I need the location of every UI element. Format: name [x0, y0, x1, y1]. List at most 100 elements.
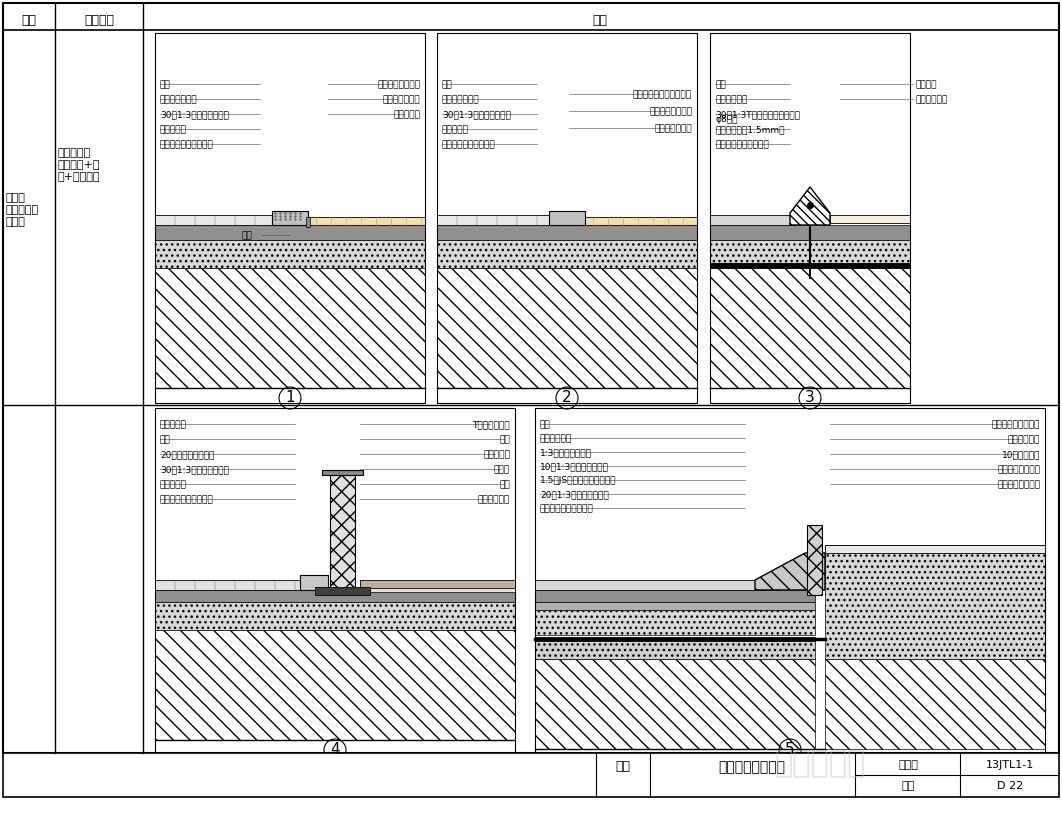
Text: 30厚1:3T硬性水泥砂浆结合层: 30厚1:3T硬性水泥砂浆结合层: [715, 110, 800, 119]
Text: 20厚1:3水泥砂浆找平层: 20厚1:3水泥砂浆找平层: [539, 490, 609, 499]
Bar: [436, 215, 549, 225]
Text: 界面剂一道: 界面剂一道: [442, 125, 469, 134]
Bar: [360, 588, 515, 592]
Text: 水泥砂浆结合层: 水泥砂浆结合层: [160, 95, 198, 104]
Bar: [308, 217, 425, 225]
Text: 软件新营家: 软件新营家: [774, 749, 866, 779]
Text: 石材（六面防护）: 石材（六面防护）: [997, 480, 1040, 489]
Text: 原建筑钢筋混凝土楼板: 原建筑钢筋混凝土楼板: [160, 140, 213, 149]
Text: 30厚1:3水泥砂浆找平层: 30厚1:3水泥砂浆找平层: [160, 110, 229, 119]
Bar: [549, 211, 585, 225]
Text: 石材门槛石: 石材门槛石: [160, 420, 187, 429]
Bar: [535, 639, 815, 659]
Text: 1: 1: [286, 391, 295, 405]
Bar: [535, 408, 1045, 753]
Bar: [436, 268, 697, 388]
Text: 30厚1:3水泥砂浆找平层: 30厚1:3水泥砂浆找平层: [442, 110, 511, 119]
Text: 5: 5: [785, 743, 794, 758]
Text: 3: 3: [805, 391, 815, 405]
Text: 10厚钢化玻璃: 10厚钢化玻璃: [1001, 450, 1040, 459]
Bar: [585, 217, 697, 225]
Bar: [155, 580, 325, 590]
Text: 地砖: 地砖: [160, 435, 171, 444]
Bar: [155, 240, 425, 268]
Text: 原建筑钢筋混凝土楼板: 原建筑钢筋混凝土楼板: [160, 495, 213, 504]
Bar: [322, 470, 363, 475]
Text: 做法名称: 做法名称: [84, 13, 114, 26]
Text: 素水泥浆一道: 素水泥浆一道: [715, 95, 748, 104]
Text: （八）门槛
石（地砖+石
材+木地板）: （八）门槛 石（地砖+石 材+木地板）: [57, 148, 100, 182]
Text: 原建筑钢筋混凝土楼板: 原建筑钢筋混凝土楼板: [442, 140, 496, 149]
Bar: [710, 225, 910, 240]
Bar: [155, 33, 425, 403]
Text: 水泥砂浆结合层: 水泥砂浆结合层: [442, 95, 480, 104]
Text: 地毯专用胶垫: 地毯专用胶垫: [478, 495, 510, 504]
Text: 地板专用胶垫: 地板专用胶垫: [915, 95, 947, 104]
Bar: [155, 215, 272, 225]
Text: 门槛石
（无防水）
节点图: 门槛石 （无防水） 节点图: [5, 193, 38, 227]
Bar: [535, 637, 815, 641]
Text: φ8钢筋: φ8钢筋: [715, 115, 737, 124]
Text: 1.5厚JS或聚氨酯涂膜防水层: 1.5厚JS或聚氨酯涂膜防水层: [539, 476, 617, 485]
Bar: [710, 268, 910, 388]
Text: 1:3水泥砂浆找平层: 1:3水泥砂浆找平层: [539, 448, 592, 457]
Bar: [155, 408, 515, 753]
Text: 编号: 编号: [21, 13, 36, 26]
Bar: [155, 630, 515, 740]
Text: D 22: D 22: [997, 781, 1023, 791]
Text: 玻璃门专用密水条: 玻璃门专用密水条: [997, 465, 1040, 474]
Text: 图名: 图名: [616, 761, 631, 773]
Text: 石材: 石材: [539, 420, 551, 429]
Polygon shape: [755, 553, 825, 590]
Text: 原建筑钢筋混凝土楼板: 原建筑钢筋混凝土楼板: [539, 504, 594, 513]
Text: 10厚1:3水泥砂浆保护层: 10厚1:3水泥砂浆保护层: [539, 462, 609, 471]
Text: 此处安装密封结构胶: 此处安装密封结构胶: [992, 420, 1040, 429]
Text: 地板专用消音垫: 地板专用消音垫: [382, 95, 419, 104]
Text: 地砖: 地砖: [442, 80, 452, 89]
Text: 切缝: 切缝: [499, 435, 510, 444]
Text: 地板专用消音垫: 地板专用消音垫: [654, 124, 692, 133]
Text: 13JTL1-1: 13JTL1-1: [986, 760, 1034, 770]
Text: 金口铝复合木地板: 金口铝复合木地板: [649, 107, 692, 116]
Bar: [436, 240, 697, 268]
Text: 石材: 石材: [715, 80, 725, 89]
Bar: [330, 475, 355, 590]
Bar: [710, 263, 910, 268]
Text: 图集号: 图集号: [898, 760, 918, 770]
Bar: [710, 215, 795, 225]
Text: 门槛石剖面节点图: 门槛石剖面节点图: [719, 760, 786, 774]
Text: 做防水止水条: 做防水止水条: [1008, 435, 1040, 444]
Text: 地毯: 地毯: [499, 480, 510, 489]
Bar: [535, 610, 815, 635]
Polygon shape: [790, 187, 830, 225]
Bar: [155, 268, 425, 388]
Bar: [807, 525, 822, 595]
Text: 4: 4: [330, 743, 340, 758]
Text: 页次: 页次: [902, 781, 914, 791]
Bar: [155, 590, 515, 602]
Bar: [535, 602, 815, 610]
Bar: [315, 587, 370, 595]
Bar: [535, 590, 815, 602]
Text: 防水层（一般1.5mm）: 防水层（一般1.5mm）: [715, 125, 785, 134]
Text: T型不锈钢嵌条: T型不锈钢嵌条: [473, 420, 510, 429]
Bar: [155, 225, 425, 240]
Text: 简图: 简图: [593, 13, 607, 26]
Text: 不锈钢嵌条: 不锈钢嵌条: [393, 110, 419, 119]
Text: 复合地板: 复合地板: [915, 80, 937, 89]
Bar: [825, 545, 1045, 553]
Bar: [535, 659, 815, 749]
Bar: [825, 545, 1045, 659]
Text: 原建筑楼板: 原建筑楼板: [483, 450, 510, 459]
Bar: [830, 215, 910, 223]
Bar: [299, 575, 328, 590]
Bar: [272, 211, 308, 225]
Text: 原建筑钢筋混凝土楼板: 原建筑钢筋混凝土楼板: [715, 140, 769, 149]
Text: 复刻条: 复刻条: [494, 465, 510, 474]
Bar: [436, 225, 697, 240]
Text: 素水泥浆一道: 素水泥浆一道: [539, 434, 572, 443]
Text: 30厚1:3水泥砂浆找平层: 30厚1:3水泥砂浆找平层: [160, 465, 229, 474]
Text: 石材门槛石（六面防护）: 石材门槛石（六面防护）: [633, 90, 692, 99]
Text: 界面剂一道: 界面剂一道: [160, 125, 187, 134]
Bar: [306, 217, 310, 227]
